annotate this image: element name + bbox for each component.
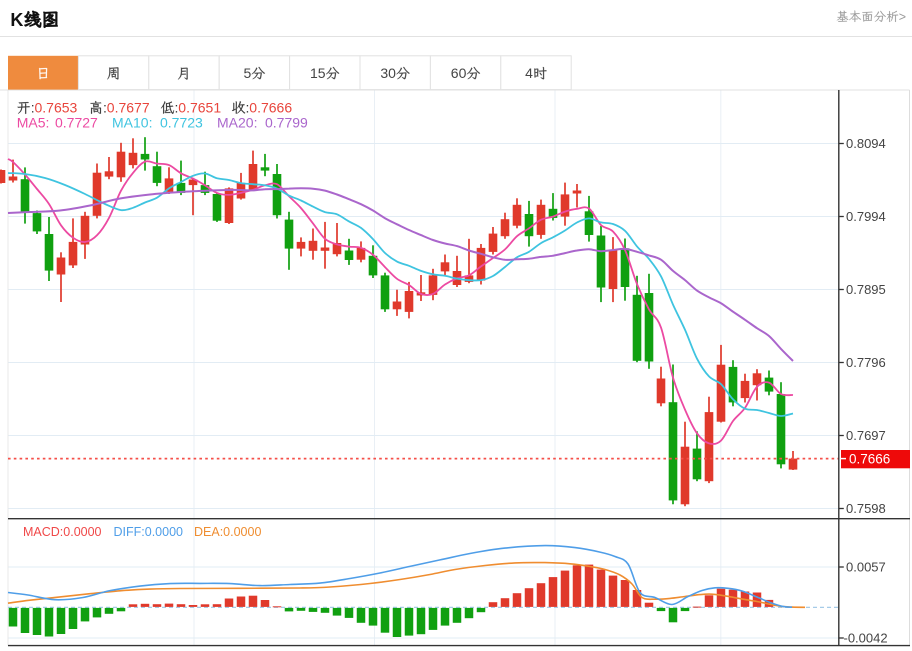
svg-text:0.7666: 0.7666 <box>849 452 890 467</box>
svg-text::: : <box>31 100 35 116</box>
svg-text:MA10:: MA10: <box>112 114 152 130</box>
svg-text:K: K <box>10 10 23 30</box>
svg-text:MA20:: MA20: <box>217 114 257 130</box>
svg-text:0.7598: 0.7598 <box>846 501 886 516</box>
svg-text:0.7799: 0.7799 <box>265 114 308 130</box>
svg-text:MACD:0.0000: MACD:0.0000 <box>23 525 102 539</box>
svg-text::: : <box>175 100 179 116</box>
svg-text:60: 60 <box>451 65 467 81</box>
svg-text:0.7994: 0.7994 <box>846 209 886 224</box>
svg-text:0.7796: 0.7796 <box>846 355 886 370</box>
svg-text:0.7895: 0.7895 <box>846 282 886 297</box>
svg-text:>: > <box>899 10 906 24</box>
svg-text:0.7727: 0.7727 <box>55 114 98 130</box>
svg-text:0.7651: 0.7651 <box>178 100 221 116</box>
svg-text:15: 15 <box>310 65 326 81</box>
svg-text::: : <box>246 100 250 116</box>
svg-text:0.7653: 0.7653 <box>35 100 78 116</box>
svg-text:0.7666: 0.7666 <box>249 100 292 116</box>
svg-text:0.8094: 0.8094 <box>846 136 886 151</box>
svg-text:30: 30 <box>380 65 396 81</box>
svg-text::: : <box>103 100 107 116</box>
svg-text:-0.0042: -0.0042 <box>844 631 888 646</box>
svg-text:4: 4 <box>525 65 533 81</box>
svg-text:0.7697: 0.7697 <box>846 428 886 443</box>
svg-text:5: 5 <box>244 65 252 81</box>
svg-text:0.7723: 0.7723 <box>160 114 203 130</box>
svg-text:DIFF:0.0000: DIFF:0.0000 <box>114 525 184 539</box>
svg-text:0.0057: 0.0057 <box>846 560 886 575</box>
svg-text:DEA:0.0000: DEA:0.0000 <box>194 525 261 539</box>
svg-text:MA5:: MA5: <box>17 114 50 130</box>
svg-text:0.7677: 0.7677 <box>107 100 150 116</box>
